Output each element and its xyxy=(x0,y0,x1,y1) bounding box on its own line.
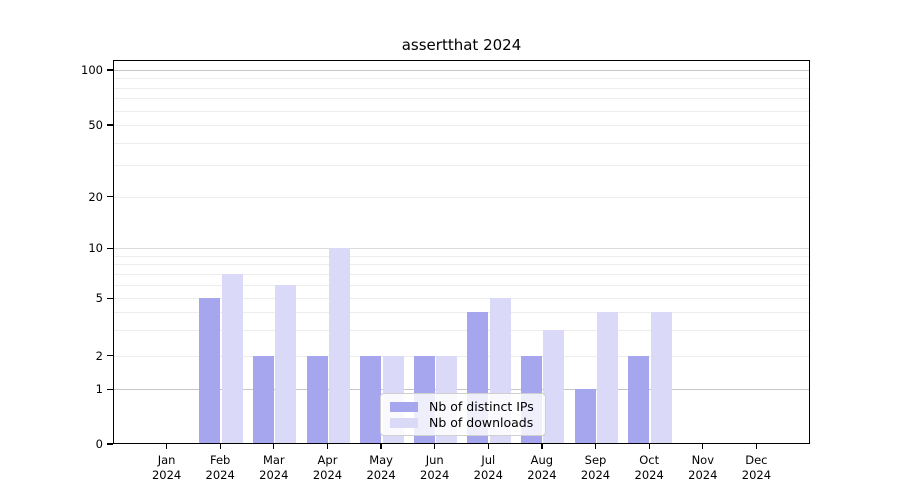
gridline-90 xyxy=(114,78,809,80)
legend-swatch-downloads xyxy=(390,418,418,428)
gridline-100 xyxy=(114,70,809,71)
gridline-7 xyxy=(114,274,809,275)
x-tick-sep xyxy=(594,444,597,449)
x-tick-label-jan: Jan 2024 xyxy=(151,453,182,482)
gridline-20 xyxy=(114,196,809,198)
bar-distinct-ips-sep xyxy=(574,389,596,444)
gridline-6 xyxy=(114,285,809,287)
y-tick-10 xyxy=(107,247,113,249)
y-tick-1 xyxy=(107,388,113,390)
x-tick-oct xyxy=(648,444,650,449)
gridline-40 xyxy=(114,142,809,144)
gridline-50 xyxy=(114,125,809,126)
bar-distinct-ips-mar xyxy=(252,355,274,444)
x-tick-label-feb: Feb 2024 xyxy=(205,453,235,482)
gridline-70 xyxy=(114,98,809,100)
x-tick-label-oct: Oct 2024 xyxy=(634,453,664,482)
y-tick-label-1: 1 xyxy=(95,382,103,397)
bar-distinct-ips-apr xyxy=(306,355,328,444)
x-tick-label-dec: Dec 2024 xyxy=(741,453,772,482)
y-tick-20 xyxy=(107,196,113,198)
x-tick-dec xyxy=(755,444,758,449)
y-tick-label-50: 50 xyxy=(88,118,103,132)
x-tick-jul xyxy=(487,444,489,449)
legend-box: Nb of distinct IPs Nb of downloads xyxy=(380,393,546,436)
x-tick-label-aug: Aug 2024 xyxy=(527,453,557,482)
bar-distinct-ips-oct xyxy=(628,355,650,444)
y-tick-label-10: 10 xyxy=(88,241,103,256)
x-tick-apr xyxy=(326,444,329,449)
y-tick-100 xyxy=(107,69,113,71)
y-tick-label-20: 20 xyxy=(88,189,103,204)
x-tick-label-may: May 2024 xyxy=(366,453,396,482)
bar-downloads-mar xyxy=(275,285,297,444)
y-tick-label-5: 5 xyxy=(95,291,103,306)
x-tick-feb xyxy=(219,444,221,449)
gridline-80 xyxy=(114,87,809,89)
y-tick-label-100: 100 xyxy=(81,63,103,77)
x-tick-aug xyxy=(541,444,543,449)
legend-row-downloads: Nb of downloads xyxy=(390,415,545,431)
gridline-60 xyxy=(114,110,809,112)
legend-row-distinct-ips: Nb of distinct IPs xyxy=(390,399,545,415)
y-tick-2 xyxy=(107,355,113,357)
x-tick-label-mar: Mar 2024 xyxy=(259,453,289,482)
x-tick-jan xyxy=(165,444,168,449)
bar-downloads-oct xyxy=(650,312,672,444)
x-tick-label-jul: Jul 2024 xyxy=(473,453,503,482)
chart-title: assertthat 2024 xyxy=(401,36,522,54)
bar-downloads-aug xyxy=(543,330,565,444)
bar-distinct-ips-feb xyxy=(199,298,221,444)
gridline-9 xyxy=(114,255,809,257)
x-tick-label-apr: Apr 2024 xyxy=(312,453,343,482)
x-tick-jun xyxy=(434,444,436,449)
legend-label-distinct-ips: Nb of distinct IPs xyxy=(429,399,534,414)
gridline-8 xyxy=(114,264,809,266)
bar-downloads-sep xyxy=(597,312,618,444)
x-tick-nov xyxy=(702,444,704,449)
bar-distinct-ips-may xyxy=(360,355,382,444)
x-tick-label-nov: Nov 2024 xyxy=(688,453,718,482)
x-tick-label-jun: Jun 2024 xyxy=(420,453,450,482)
x-tick-mar xyxy=(273,444,275,449)
legend-swatch-distinct-ips xyxy=(390,402,418,412)
y-tick-0 xyxy=(107,443,113,445)
y-tick-label-0: 0 xyxy=(95,437,103,451)
bar-downloads-feb xyxy=(221,274,243,444)
bar-downloads-apr xyxy=(329,248,350,444)
y-tick-5 xyxy=(107,297,113,299)
y-tick-label-2: 2 xyxy=(95,348,103,363)
y-tick-50 xyxy=(107,124,113,126)
x-tick-label-sep: Sep 2024 xyxy=(580,453,611,482)
x-tick-may xyxy=(380,444,382,449)
legend-label-downloads: Nb of downloads xyxy=(429,415,534,430)
gridline-10 xyxy=(114,248,809,250)
gridline-30 xyxy=(114,165,809,166)
